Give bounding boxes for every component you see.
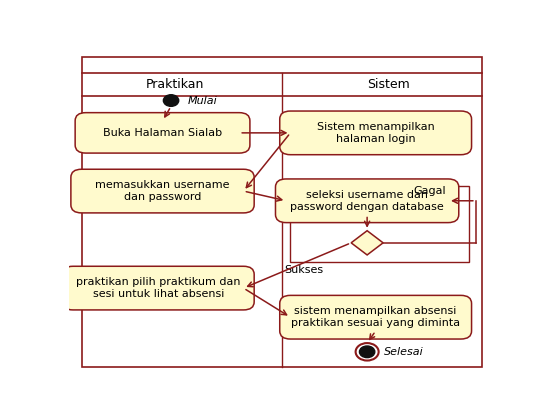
Text: sistem menampilkan absensi
praktikan sesuai yang diminta: sistem menampilkan absensi praktikan ses…	[291, 307, 460, 328]
FancyBboxPatch shape	[280, 295, 471, 339]
FancyBboxPatch shape	[75, 113, 250, 153]
FancyBboxPatch shape	[71, 169, 254, 213]
Text: Gagal: Gagal	[414, 186, 446, 196]
Text: memasukkan username
dan password: memasukkan username dan password	[95, 180, 230, 202]
Text: Sistem: Sistem	[367, 78, 410, 91]
Text: Mulai: Mulai	[188, 95, 218, 105]
Text: praktikan pilih praktikum dan
sesi untuk lihat absensi: praktikan pilih praktikum dan sesi untuk…	[76, 277, 240, 299]
Circle shape	[163, 94, 179, 106]
Text: Selesai: Selesai	[384, 347, 424, 357]
Text: Sukses: Sukses	[284, 265, 323, 276]
FancyBboxPatch shape	[276, 179, 459, 223]
Text: Buka Halaman Sialab: Buka Halaman Sialab	[103, 128, 222, 138]
Text: Praktikan: Praktikan	[146, 78, 205, 91]
Circle shape	[360, 346, 375, 357]
Bar	[290, 186, 469, 262]
Polygon shape	[351, 231, 383, 255]
Text: Sistem menampilkan
halaman login: Sistem menampilkan halaman login	[317, 122, 434, 144]
Text: seleksi username dan
password dengan database: seleksi username dan password dengan dat…	[290, 190, 444, 212]
FancyBboxPatch shape	[62, 266, 254, 310]
FancyBboxPatch shape	[280, 111, 471, 155]
